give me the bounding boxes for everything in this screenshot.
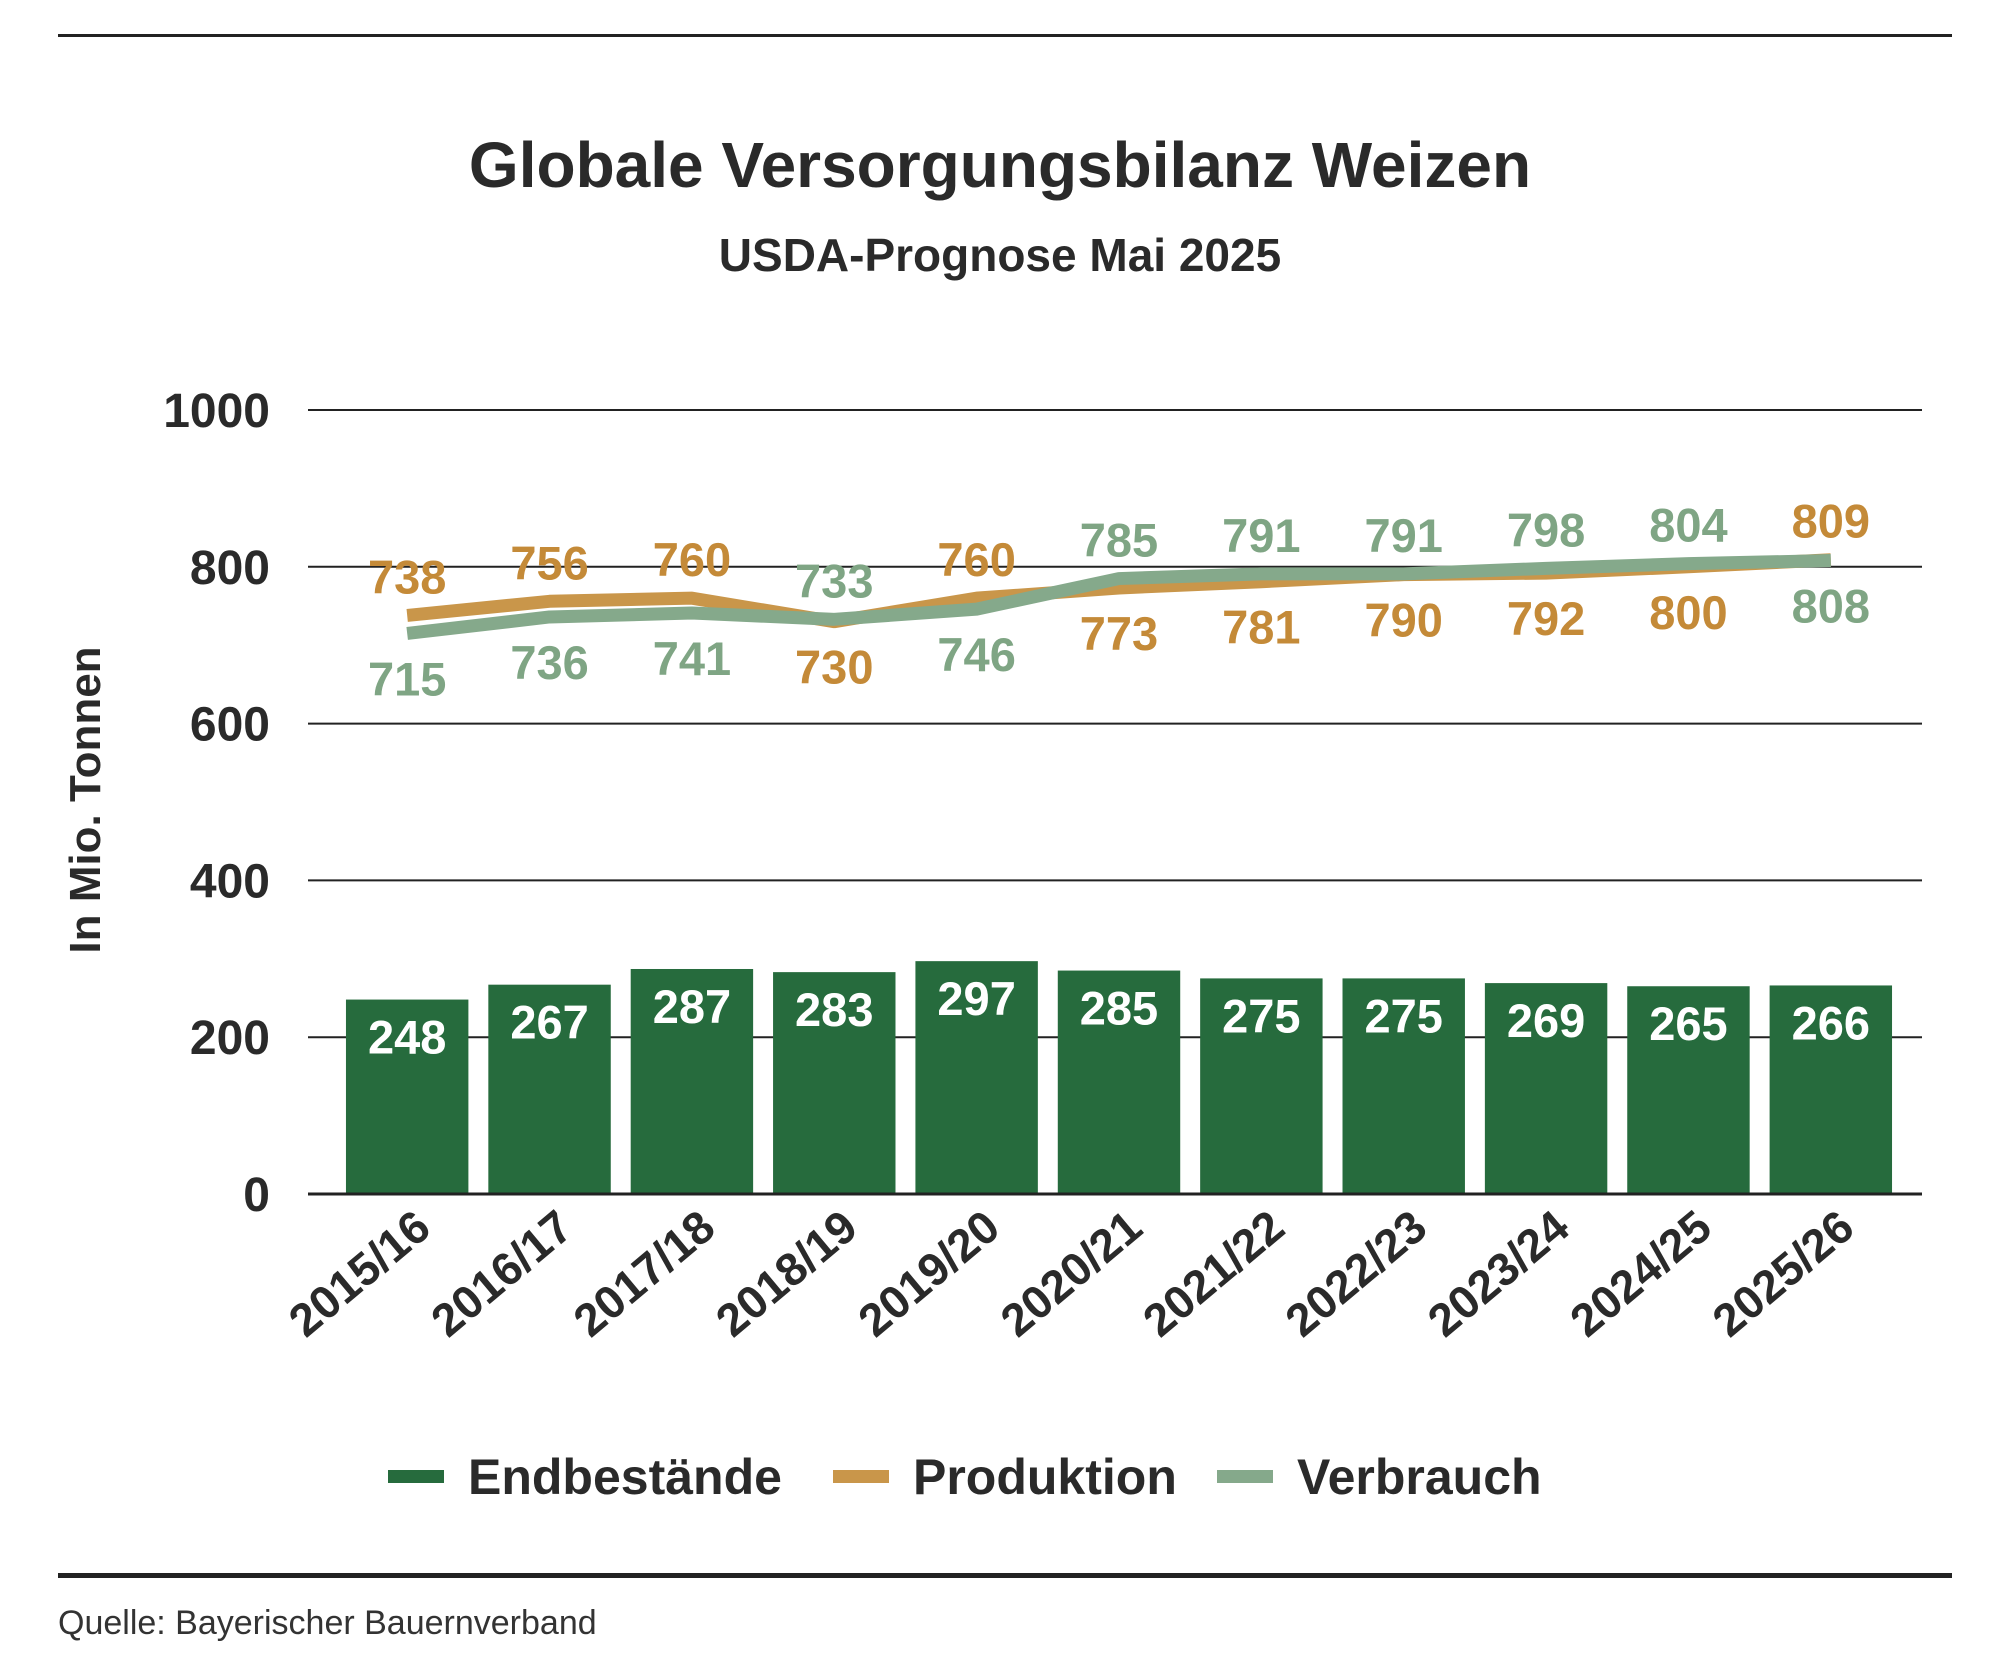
line-value-label-verbrauch: 785 xyxy=(1080,514,1158,567)
bar-value-label: 275 xyxy=(1365,989,1443,1042)
bar-value-label: 248 xyxy=(368,1011,446,1064)
bar-value-label: 267 xyxy=(510,996,588,1049)
line-value-label-verbrauch: 715 xyxy=(368,652,446,705)
y-tick-label: 800 xyxy=(190,542,270,595)
legend-label-verbrauch: Verbrauch xyxy=(1297,1449,1542,1505)
line-value-label-verbrauch: 791 xyxy=(1365,509,1443,562)
line-value-label-produktion: 760 xyxy=(653,533,731,586)
bar-endbestaende xyxy=(1200,978,1323,1194)
line-value-label-produktion: 760 xyxy=(937,533,1015,586)
x-tick-label: 2022/23 xyxy=(1275,1200,1436,1347)
source-note: Quelle: Bayerischer Bauernverband xyxy=(58,1604,597,1642)
line-value-label-produktion: 809 xyxy=(1792,495,1870,548)
line-value-label-produktion: 792 xyxy=(1507,592,1585,645)
line-value-label-verbrauch: 746 xyxy=(937,628,1015,681)
x-tick-label: 2024/25 xyxy=(1560,1200,1721,1347)
line-value-label-verbrauch: 798 xyxy=(1507,503,1585,556)
bar-value-label: 266 xyxy=(1792,996,1870,1049)
x-tick-label: 2020/21 xyxy=(991,1200,1152,1347)
bar-endbestaende xyxy=(1769,985,1893,1194)
y-tick-label: 1000 xyxy=(163,385,270,438)
chart-subtitle: USDA-Prognose Mai 2025 xyxy=(718,229,1282,281)
x-tick-label: 2017/18 xyxy=(564,1200,725,1347)
line-value-label-produktion: 756 xyxy=(510,536,588,589)
y-tick-label: 0 xyxy=(243,1169,270,1222)
bar-value-label: 287 xyxy=(653,980,731,1033)
x-tick-label: 2016/17 xyxy=(421,1200,582,1347)
line-value-label-verbrauch: 736 xyxy=(510,636,588,689)
line-value-label-verbrauch: 733 xyxy=(795,554,873,607)
x-tick-label: 2018/19 xyxy=(706,1200,867,1347)
x-tick-label: 2025/26 xyxy=(1702,1200,1863,1347)
bar-endbestaende xyxy=(1484,983,1608,1194)
legend-label-produktion: Produktion xyxy=(913,1449,1177,1505)
bar-endbestaende xyxy=(915,961,1038,1194)
bar-endbestaende xyxy=(345,999,469,1194)
line-value-label-produktion: 790 xyxy=(1365,594,1443,647)
x-tick-label: 2021/22 xyxy=(1133,1200,1294,1347)
line-value-label-verbrauch: 741 xyxy=(653,632,731,685)
bar-endbestaende xyxy=(1057,970,1181,1194)
line-value-label-produktion: 773 xyxy=(1080,607,1158,660)
x-tick-label: 2023/24 xyxy=(1418,1200,1579,1347)
bar-value-label: 283 xyxy=(795,983,873,1036)
y-axis-label: In Mio. Tonnen xyxy=(61,646,110,953)
bar-endbestaende xyxy=(630,968,754,1194)
bar-value-label: 297 xyxy=(937,972,1015,1025)
line-value-label-produktion: 730 xyxy=(795,641,873,694)
legend-label-endbestände: Endbestände xyxy=(468,1449,782,1505)
line-value-label-verbrauch: 808 xyxy=(1792,580,1870,633)
bar-endbestaende xyxy=(488,984,611,1194)
bar-value-label: 285 xyxy=(1080,982,1158,1035)
bottom-rule xyxy=(58,1573,1952,1578)
line-value-label-produktion: 800 xyxy=(1649,586,1727,639)
top-rule xyxy=(58,34,1952,37)
bar-value-label: 269 xyxy=(1507,994,1585,1047)
x-tick-label: 2015/16 xyxy=(279,1200,440,1347)
bar-endbestaende xyxy=(1342,978,1465,1194)
bar-value-label: 265 xyxy=(1649,997,1727,1050)
line-value-label-verbrauch: 804 xyxy=(1649,499,1727,552)
y-tick-label: 400 xyxy=(190,855,270,908)
chart-title: Globale Versorgungsbilanz Weizen xyxy=(468,129,1532,201)
legend-swatch-produktion xyxy=(833,1470,889,1483)
legend-swatch-verbrauch xyxy=(1217,1470,1273,1483)
bar-value-label: 275 xyxy=(1222,989,1300,1042)
bar-endbestaende xyxy=(773,972,896,1194)
line-value-label-verbrauch: 791 xyxy=(1222,509,1300,562)
line-value-label-produktion: 781 xyxy=(1222,601,1300,654)
x-tick-label: 2019/20 xyxy=(848,1200,1009,1347)
legend-swatch-endbestände xyxy=(388,1470,444,1483)
bar-endbestaende xyxy=(1627,986,1750,1194)
line-value-label-produktion: 738 xyxy=(368,550,446,603)
y-tick-label: 200 xyxy=(190,1012,270,1065)
line-verbrauch xyxy=(406,554,1831,640)
y-tick-label: 600 xyxy=(190,699,270,752)
